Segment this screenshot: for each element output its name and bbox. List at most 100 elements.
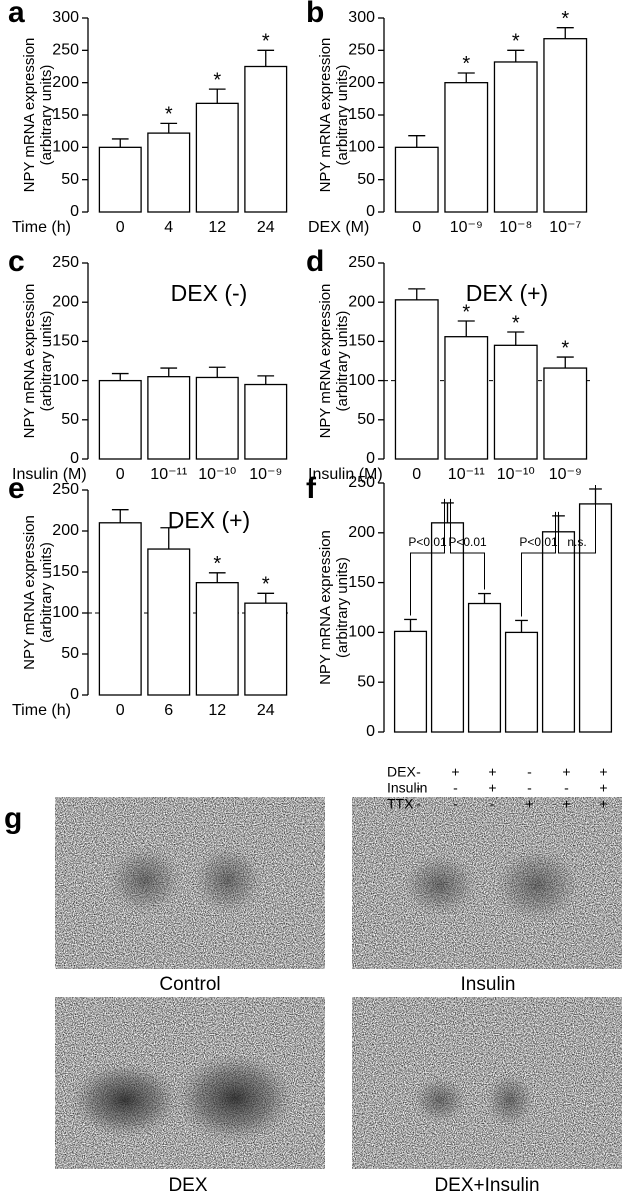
x-axis-label: Time (h): [12, 702, 71, 719]
significance-star: *: [512, 312, 520, 334]
panel-letter: f: [306, 472, 317, 505]
treatment-sign: -: [564, 780, 569, 796]
y-tick-label: 250: [52, 254, 79, 271]
y-tick-label: 200: [52, 522, 79, 539]
bar: [244, 383, 288, 460]
x-axis-label: Insulin (M): [12, 466, 87, 483]
bar: [394, 146, 439, 213]
treatment-sign: +: [525, 796, 533, 812]
bar-chart: d DEX (+) NPY mRNA expression (arbitrary un…: [306, 245, 590, 483]
bar: [504, 631, 539, 733]
y-tick-label: 250: [348, 474, 375, 491]
y-tick-label: 250: [348, 254, 375, 271]
bar: [244, 602, 288, 696]
bar: [493, 61, 538, 213]
treatment-label: TTX: [387, 796, 414, 812]
comparison-label: P<0.01: [448, 535, 487, 549]
y-axis-label: NPY mRNA expression: [317, 38, 334, 193]
x-tick-label: 10⁻⁹: [249, 466, 282, 483]
y-tick-label: 100: [348, 372, 375, 389]
y-tick-label: 250: [52, 42, 79, 59]
bar: [543, 367, 588, 460]
y-tick-label: 50: [357, 673, 375, 690]
chart-title: DEX (+): [466, 280, 548, 306]
x-tick-label: 0: [412, 466, 421, 483]
y-axis-label: (arbitrary units): [38, 65, 55, 166]
bar-chart: a NPY mRNA expression (arbitrary units) 0 50…: [8, 0, 288, 236]
comparison-bracket: [558, 484, 596, 554]
x-tick-label: 12: [208, 702, 226, 719]
y-tick-label: 100: [52, 604, 79, 621]
treatment-sign: -: [490, 796, 495, 812]
y-tick-label: 150: [348, 106, 375, 123]
significance-star: *: [165, 104, 173, 126]
bar: [543, 38, 588, 213]
significance-star: *: [213, 69, 221, 91]
x-tick-label: 10⁻⁹: [549, 466, 582, 483]
bar: [578, 503, 613, 733]
y-tick-label: 200: [348, 293, 375, 310]
comparison-label: P<0.01: [408, 535, 447, 549]
significance-star: *: [462, 301, 470, 323]
y-tick-label: 150: [348, 333, 375, 350]
bar: [147, 132, 191, 213]
treatment-sign: +: [599, 764, 607, 780]
x-tick-label: 10⁻⁹: [450, 219, 483, 236]
autoradiograph: [55, 997, 325, 1169]
y-tick-label: 250: [348, 42, 375, 59]
y-tick-label: 0: [366, 723, 375, 740]
treatment-sign: +: [562, 764, 570, 780]
bar: [393, 630, 428, 733]
y-tick-label: 50: [357, 171, 375, 188]
treatment-sign: +: [599, 780, 607, 796]
y-tick-label: 300: [348, 9, 375, 26]
x-tick-label: 10⁻¹⁰: [497, 466, 535, 483]
y-axis-label: (arbitrary units): [38, 311, 55, 412]
x-tick-label: 12: [208, 219, 226, 236]
treatment-sign: -: [453, 796, 458, 812]
bar: [394, 299, 439, 460]
x-tick-label: 0: [116, 219, 125, 236]
y-axis-label: NPY mRNA expression: [21, 284, 38, 439]
treatment-sign: -: [527, 764, 532, 780]
bar-chart: c DEX (-) NPY mRNA expression (arbitrary un…: [8, 245, 288, 483]
x-tick-label: 0: [412, 219, 421, 236]
x-axis-label: Insulin (M): [308, 466, 383, 483]
y-axis-label: (arbitrary units): [334, 311, 351, 412]
y-tick-label: 0: [70, 203, 79, 220]
significance-star: *: [213, 553, 221, 575]
bar-chart: b NPY mRNA expression (arbitrary units) 0 50…: [306, 0, 588, 236]
x-axis-label: Time (h): [12, 219, 71, 236]
significance-star: *: [462, 53, 470, 75]
x-tick-label: 24: [257, 702, 275, 719]
y-axis-label: NPY mRNA expression: [21, 515, 38, 670]
y-tick-label: 50: [357, 411, 375, 428]
autoradiograph: [352, 997, 622, 1169]
y-tick-label: 200: [348, 524, 375, 541]
chart-title: DEX (-): [171, 280, 248, 306]
panel-letter: b: [306, 0, 324, 29]
comparison-bracket: [521, 511, 556, 617]
bar: [98, 522, 142, 696]
y-tick-label: 0: [366, 450, 375, 467]
bar: [444, 336, 489, 460]
y-axis-label: NPY mRNA expression: [317, 530, 334, 685]
significance-star: *: [512, 31, 520, 53]
y-axis-label: NPY mRNA expression: [21, 38, 38, 193]
bar: [244, 65, 288, 213]
y-tick-label: 150: [52, 563, 79, 580]
comparison-label: P<0.01: [519, 535, 558, 549]
x-tick-label: 10⁻⁷: [549, 219, 581, 236]
x-tick-label: 24: [257, 219, 275, 236]
autoradiograph: [352, 797, 622, 969]
chart-title: DEX (+): [168, 507, 250, 533]
bar-chart: e DEX (+) NPY mRNA expression (arbitrary un…: [8, 472, 290, 719]
treatment-sign: -: [527, 780, 532, 796]
bar: [147, 548, 191, 696]
treatment-sign: -: [416, 796, 421, 812]
bar: [195, 376, 239, 460]
y-tick-label: 50: [61, 171, 79, 188]
bar: [98, 146, 142, 213]
y-tick-label: 250: [52, 481, 79, 498]
